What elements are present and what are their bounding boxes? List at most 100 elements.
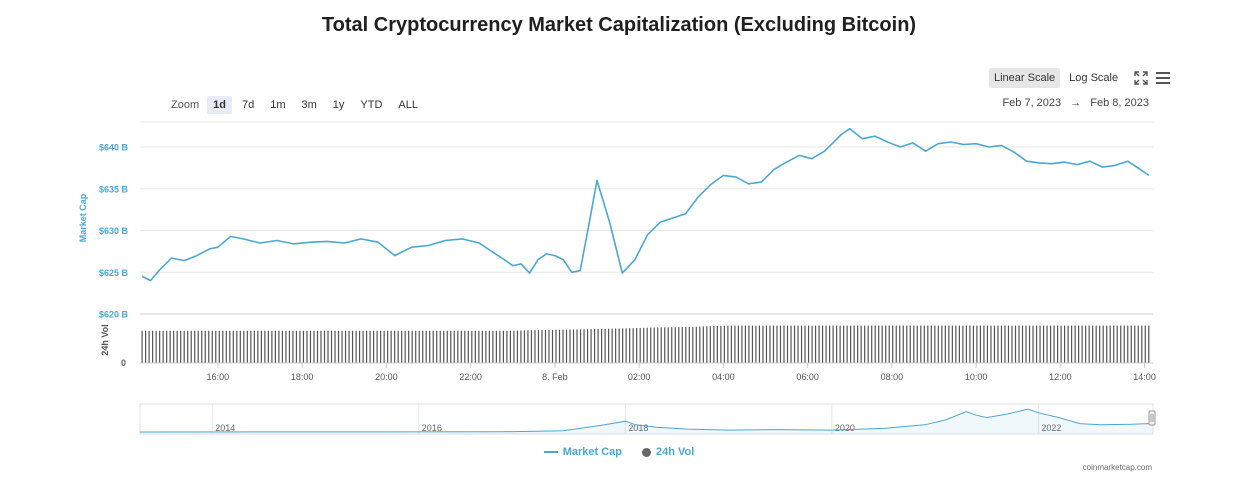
volume-bar	[1078, 326, 1079, 363]
volume-bar	[945, 326, 946, 363]
volume-bar	[931, 326, 932, 363]
volume-bar	[447, 331, 448, 363]
volume-bar	[804, 326, 805, 363]
volume-bar	[184, 331, 185, 363]
volume-bar	[520, 330, 521, 363]
volume-bar	[299, 331, 300, 363]
legend-volume-label: 24h Vol	[656, 446, 694, 458]
volume-bar	[885, 326, 886, 363]
volume-bar	[636, 328, 637, 363]
volume-bar	[1004, 326, 1005, 363]
volume-bar	[875, 326, 876, 363]
volume-bar	[699, 327, 700, 363]
volume-bar	[163, 331, 164, 363]
volume-bar	[419, 331, 420, 363]
volume-bar	[969, 326, 970, 363]
volume-bar	[773, 326, 774, 363]
volume-bar	[605, 329, 606, 363]
volume-bar	[1068, 326, 1069, 363]
volume-bar	[215, 331, 216, 363]
volume-bar	[254, 331, 255, 363]
volume-bar	[541, 330, 542, 363]
volume-bar	[594, 329, 595, 363]
volume-bar	[766, 326, 767, 363]
volume-bar	[664, 327, 665, 363]
x-tick-label: 08:00	[881, 372, 904, 382]
volume-bar	[566, 330, 567, 363]
volume-bar	[847, 326, 848, 363]
volume-bar	[394, 331, 395, 363]
volume-bar	[422, 331, 423, 363]
volume-bar	[1036, 326, 1037, 363]
volume-bar	[941, 326, 942, 363]
volume-bar	[710, 326, 711, 363]
volume-bar	[857, 326, 858, 363]
volume-bar	[436, 331, 437, 363]
volume-bar	[990, 326, 991, 363]
volume-bar	[240, 331, 241, 363]
volume-bar	[811, 326, 812, 363]
volume-bar	[643, 328, 644, 363]
volume-bar	[198, 331, 199, 363]
legend-market-cap[interactable]: Market Cap	[544, 446, 622, 458]
volume-bar	[769, 326, 770, 363]
volume-bar	[952, 326, 953, 363]
volume-bar	[313, 331, 314, 363]
x-tick-label: 8. Feb	[542, 372, 568, 382]
volume-bar	[1029, 326, 1030, 363]
volume-bar	[987, 326, 988, 363]
volume-bar	[450, 331, 451, 363]
volume-bar	[1032, 326, 1033, 363]
x-tick-label: 04:00	[712, 372, 735, 382]
volume-bar	[166, 331, 167, 363]
volume-bar	[734, 326, 735, 363]
y-axis-title: Market Cap	[78, 193, 88, 242]
volume-bar	[801, 326, 802, 363]
volume-bar	[878, 326, 879, 363]
volume-bar	[177, 331, 178, 363]
legend-volume[interactable]: 24h Vol	[642, 446, 694, 458]
volume-bar	[233, 331, 234, 363]
navigator-handle[interactable]	[1149, 411, 1155, 425]
volume-bar	[966, 326, 967, 363]
volume-bar	[380, 331, 381, 363]
volume-bar	[355, 331, 356, 363]
volume-bar	[1039, 326, 1040, 363]
volume-bar	[531, 330, 532, 363]
volume-bar	[1046, 326, 1047, 363]
x-tick-label: 02:00	[628, 372, 651, 382]
chart-legend: Market Cap 24h Vol	[0, 446, 1238, 458]
x-tick-label: 12:00	[1049, 372, 1072, 382]
y-tick-label: $625 B	[99, 268, 129, 278]
volume-bar	[906, 326, 907, 363]
market-cap-chart[interactable]: $625 B $630 B $635 B $640 B $620 B 0 Market Ca…	[0, 0, 1238, 440]
volume-bar	[1075, 326, 1076, 363]
volume-bar	[601, 329, 602, 363]
volume-bar	[250, 331, 251, 363]
volume-bar	[657, 328, 658, 363]
volume-bar	[1138, 326, 1139, 363]
volume-bar	[682, 327, 683, 363]
volume-bar	[892, 326, 893, 363]
volume-bar	[622, 328, 623, 363]
volume-bar	[955, 326, 956, 363]
volume-bar	[780, 326, 781, 363]
volume-bar	[331, 331, 332, 363]
volume-bar	[187, 331, 188, 363]
volume-bar	[850, 326, 851, 363]
volume-bar	[222, 331, 223, 363]
volume-bar	[366, 331, 367, 363]
volume-bar	[896, 326, 897, 363]
volume-bar	[289, 331, 290, 363]
volume-bar	[513, 331, 514, 363]
volume-bar	[675, 327, 676, 363]
credit-text: coinmarketcap.com	[1083, 463, 1152, 472]
volume-bar	[429, 331, 430, 363]
volume-bar	[496, 331, 497, 363]
volume-bar	[762, 326, 763, 363]
y-tick-label: $635 B	[99, 184, 129, 194]
volume-bar	[997, 326, 998, 363]
y-tick-label: $630 B	[99, 226, 129, 236]
volume-bar	[226, 331, 227, 363]
volume-bar	[608, 329, 609, 363]
